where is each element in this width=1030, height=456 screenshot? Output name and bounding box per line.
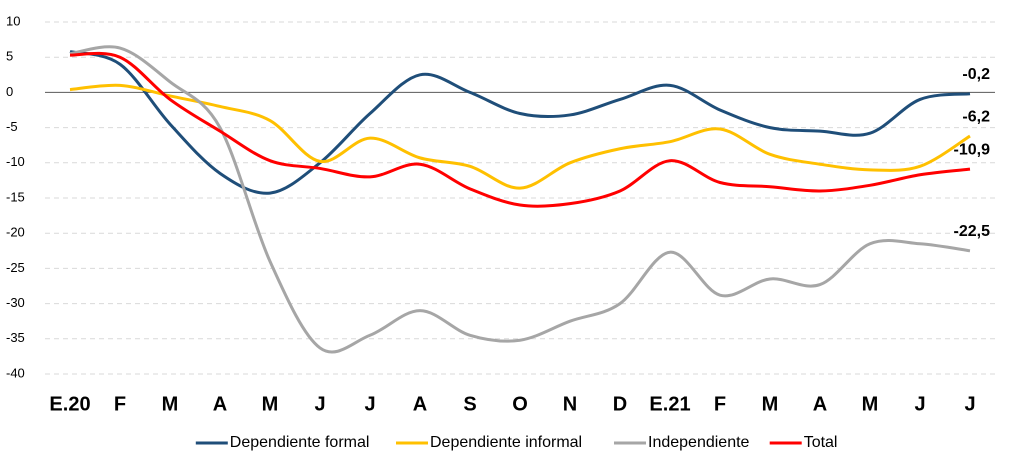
legend-label: Total <box>804 434 838 451</box>
x-tick-label: S <box>463 393 476 415</box>
legend-label: Dependiente informal <box>430 434 582 451</box>
value-label: -6,2 <box>962 108 990 125</box>
x-tick-label: J <box>364 393 375 415</box>
x-tick-label: M <box>762 393 779 415</box>
x-tick-label: D <box>613 393 627 415</box>
series-line <box>69 50 971 195</box>
value-label: -22,5 <box>954 223 991 240</box>
x-tick-label: F <box>114 393 126 415</box>
x-tick-label: E.21 <box>649 393 690 415</box>
y-tick-label: -20 <box>6 225 25 240</box>
x-tick-label: J <box>964 393 975 415</box>
x-tick-label: F <box>714 393 726 415</box>
y-tick-label: -5 <box>6 119 18 134</box>
y-tick-label: 0 <box>6 84 13 99</box>
y-tick-label: -30 <box>6 295 25 310</box>
x-tick-label: J <box>314 393 325 415</box>
y-tick-label: -10 <box>6 154 25 169</box>
legend-label: Independiente <box>648 434 750 451</box>
x-tick-label: A <box>813 393 827 415</box>
y-tick-label: -40 <box>6 365 25 380</box>
x-tick-label: A <box>213 393 227 415</box>
x-tick-label: J <box>914 393 925 415</box>
y-tick-label: 10 <box>6 13 20 28</box>
x-tick-label: O <box>512 393 528 415</box>
y-tick-label: 5 <box>6 49 13 64</box>
legend-label: Dependiente formal <box>230 434 370 451</box>
value-label: -0,2 <box>962 66 990 83</box>
y-tick-label: -35 <box>6 330 25 345</box>
x-tick-label: M <box>262 393 279 415</box>
x-tick-label: A <box>413 393 427 415</box>
series-line <box>69 83 971 190</box>
x-tick-label: N <box>563 393 577 415</box>
y-tick-label: -15 <box>6 189 25 204</box>
x-tick-label: M <box>162 393 179 415</box>
series-line <box>69 45 971 354</box>
x-tick-label: M <box>862 393 879 415</box>
y-tick-label: -25 <box>6 260 25 275</box>
series-line <box>69 51 971 208</box>
x-tick-label: E.20 <box>49 393 90 415</box>
value-label: -10,9 <box>954 141 991 158</box>
